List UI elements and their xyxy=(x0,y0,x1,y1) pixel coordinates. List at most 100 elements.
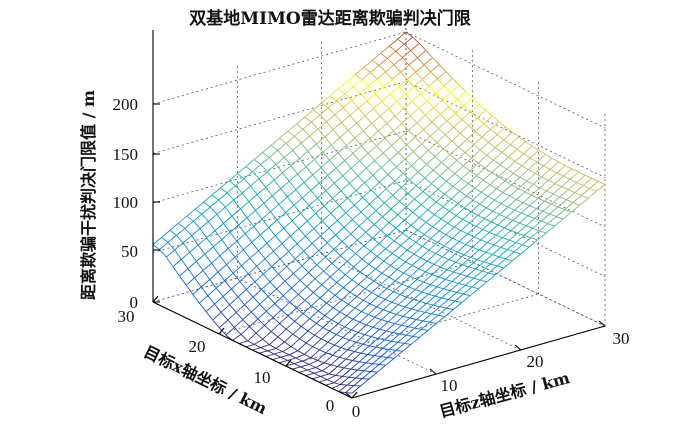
surface-mesh-line xyxy=(411,301,421,310)
surface-mesh-line xyxy=(430,238,438,243)
surface-mesh-line xyxy=(455,207,465,216)
surface-mesh-line xyxy=(275,347,283,353)
surface-mesh-line xyxy=(359,263,370,273)
surface-mesh-line xyxy=(458,283,466,286)
surface-mesh-line xyxy=(451,281,459,284)
surface-mesh-line xyxy=(287,315,295,322)
surface-mesh-line xyxy=(417,57,425,66)
surface-mesh-line xyxy=(212,246,221,257)
surface-mesh-line xyxy=(327,167,337,176)
surface-mesh-line xyxy=(415,234,425,243)
surface-mesh-line xyxy=(500,239,510,248)
surface-mesh-line xyxy=(424,114,433,123)
surface-mesh-line xyxy=(319,341,329,351)
surface-mesh-line xyxy=(344,152,354,161)
surface-mesh-line xyxy=(205,311,214,321)
surface-mesh-line xyxy=(310,357,318,361)
surface-mesh-line xyxy=(452,237,460,242)
surface-mesh-line xyxy=(381,265,391,274)
surface-mesh-line xyxy=(381,319,389,323)
surface-mesh-line xyxy=(303,182,312,191)
surface-mesh-line xyxy=(378,288,388,297)
surface-mesh-line xyxy=(390,93,398,102)
surface-mesh-line xyxy=(412,204,422,213)
surface-mesh-line xyxy=(311,114,321,123)
surface-mesh-line xyxy=(468,266,476,270)
surface-mesh-line xyxy=(519,169,529,178)
surface-mesh-line xyxy=(483,115,493,125)
surface-mesh-line xyxy=(309,359,318,365)
surface-mesh-line xyxy=(345,351,355,360)
surface-mesh-line xyxy=(295,357,303,362)
surface-mesh-line xyxy=(265,187,273,197)
surface-mesh-line xyxy=(481,184,491,193)
x-tick-label: 0 xyxy=(326,396,335,415)
surface-mesh-line xyxy=(285,212,293,221)
surface-mesh-line xyxy=(480,279,488,283)
surface-mesh-line xyxy=(274,353,281,358)
surface-mesh-line xyxy=(378,235,388,244)
surface-mesh-line xyxy=(278,204,286,213)
surface-mesh-line xyxy=(360,378,370,387)
surface-mesh-line xyxy=(285,321,296,330)
surface-mesh-line xyxy=(496,188,504,193)
surface-mesh-line xyxy=(539,230,547,234)
surface-mesh-line xyxy=(200,279,210,288)
surface-mesh-line xyxy=(534,173,542,178)
surface-mesh-line xyxy=(239,273,249,282)
surface-mesh-line xyxy=(416,319,424,322)
surface-mesh-line xyxy=(334,182,342,192)
surface-mesh-line xyxy=(216,206,226,215)
surface-mesh-line xyxy=(397,341,405,344)
surface-mesh-line xyxy=(382,340,392,349)
surface-mesh-line xyxy=(381,93,391,102)
surface-mesh-line xyxy=(335,226,345,236)
surface-mesh-line xyxy=(269,273,279,283)
surface-mesh-line xyxy=(363,245,371,252)
surface-mesh-line xyxy=(456,152,466,161)
surface-mesh-line xyxy=(312,284,323,293)
surface-mesh-line xyxy=(466,195,474,201)
surface-mesh-line xyxy=(461,170,471,180)
surface-mesh-line xyxy=(287,123,297,132)
surface-mesh-line xyxy=(381,272,389,278)
surface-mesh-line xyxy=(444,309,454,317)
surface-mesh-line xyxy=(449,154,457,161)
surface-mesh-line xyxy=(284,149,294,158)
surface-mesh-line xyxy=(174,242,184,251)
surface-mesh-line xyxy=(343,287,351,293)
surface-mesh-line xyxy=(425,214,435,223)
surface-mesh-line xyxy=(468,125,476,132)
surface-mesh xyxy=(152,31,606,394)
surface-mesh-line xyxy=(461,111,471,120)
surface-mesh-line xyxy=(387,235,395,242)
surface-mesh-line xyxy=(292,142,302,151)
surface-mesh-line xyxy=(211,262,219,273)
surface-mesh-line xyxy=(279,137,287,144)
surface-mesh-line xyxy=(481,128,491,138)
surface-mesh-line xyxy=(479,142,489,151)
surface-mesh-line xyxy=(376,298,386,308)
surface-mesh-line xyxy=(250,311,259,320)
surface-mesh-line xyxy=(495,234,503,239)
surface-mesh-line xyxy=(385,64,395,73)
surface-mesh-line xyxy=(529,205,537,210)
surface-mesh-line xyxy=(207,287,217,296)
surface-mesh-line xyxy=(297,286,308,295)
surface-mesh-line xyxy=(347,122,357,131)
surface-mesh-line xyxy=(321,95,331,104)
surface-mesh-line xyxy=(417,229,425,235)
surface-mesh-line xyxy=(524,191,532,196)
surface-mesh-line xyxy=(314,327,324,336)
surface-mesh-line xyxy=(543,157,553,167)
surface-mesh-line xyxy=(305,228,315,237)
surface-mesh-line xyxy=(391,340,398,343)
surface-mesh-line xyxy=(396,158,406,168)
surface-mesh-line xyxy=(194,201,204,210)
surface-mesh-line xyxy=(320,167,329,176)
surface-mesh-line xyxy=(215,287,224,297)
surface-mesh-line xyxy=(228,240,238,249)
surface-mesh-line xyxy=(411,93,421,102)
surface-mesh-line xyxy=(335,374,343,377)
surface-mesh-line xyxy=(294,128,304,137)
